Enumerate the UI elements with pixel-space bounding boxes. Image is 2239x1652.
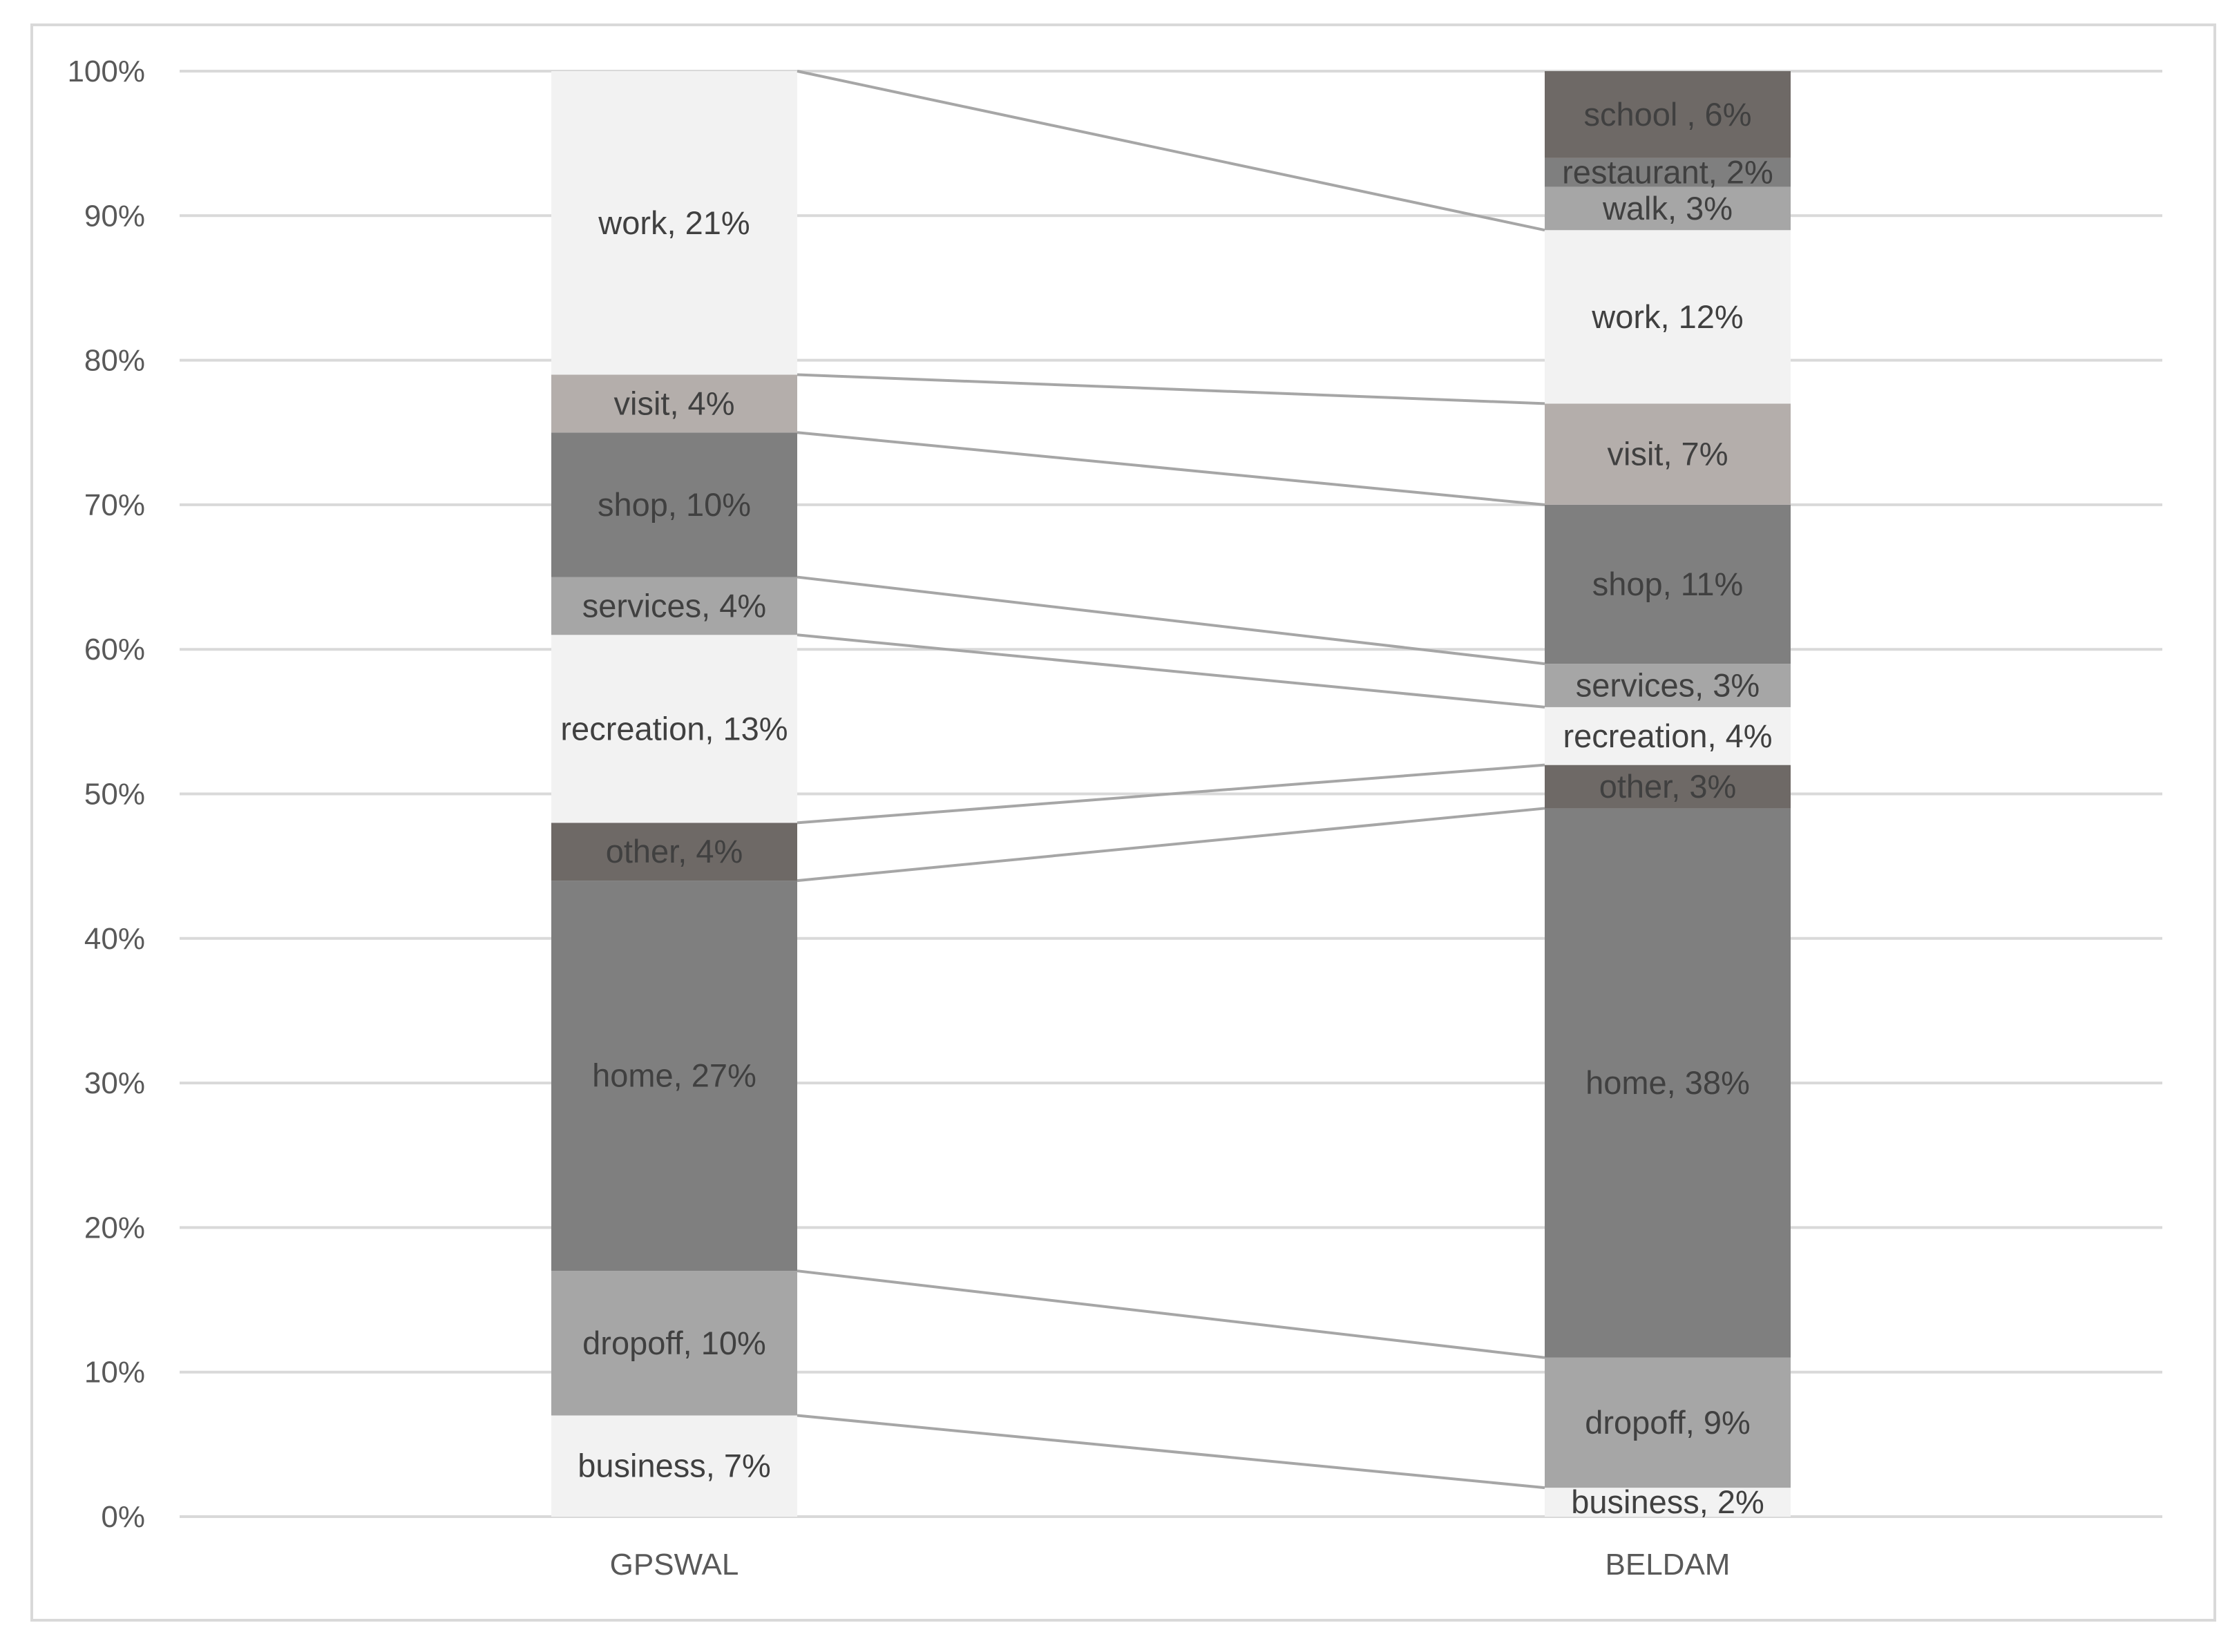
bar-segment-recreation	[551, 635, 797, 823]
segment-label-work: work, 12%	[1591, 298, 1743, 335]
y-tick-label: 20%	[84, 1211, 145, 1245]
y-tick-label: 90%	[84, 199, 145, 233]
segment-label-dropoff: dropoff, 10%	[582, 1325, 766, 1361]
y-tick-label: 70%	[84, 488, 145, 522]
chart-border	[30, 23, 2216, 1622]
y-tick-label: 80%	[84, 344, 145, 378]
y-tick-label: 40%	[84, 922, 145, 956]
bar-segment-home	[551, 881, 797, 1271]
bar-segment-dropoff	[1545, 1357, 1791, 1488]
x-category-label: BELDAM	[1606, 1548, 1731, 1582]
series-line	[797, 70, 1545, 232]
segment-label-services: services, 3%	[1576, 667, 1760, 704]
y-tick-label: 100%	[67, 55, 145, 88]
series-line	[797, 807, 1545, 883]
series-line	[797, 373, 1545, 405]
segment-label-services: services, 4%	[582, 587, 766, 624]
segment-label-home: home, 27%	[592, 1057, 756, 1094]
bar-segment-dropoff	[551, 1271, 797, 1416]
series-line	[797, 763, 1545, 825]
series-connector-lines	[797, 70, 1545, 1490]
bar-segment-walk	[1545, 186, 1791, 231]
segment-label-dropoff: dropoff, 9%	[1585, 1404, 1751, 1441]
bar-segment-visit	[551, 374, 797, 433]
bar-segment-services	[1545, 664, 1791, 707]
y-tick-label: 60%	[84, 633, 145, 666]
bar-segment-home	[1545, 808, 1791, 1358]
segment-label-walk: walk, 3%	[1602, 190, 1733, 227]
segment-label-business: business, 2%	[1571, 1483, 1764, 1520]
y-tick-label: 30%	[84, 1066, 145, 1100]
segment-label-work: work, 21%	[598, 204, 750, 241]
bar-segment-other	[551, 823, 797, 881]
segment-label-home: home, 38%	[1585, 1064, 1750, 1101]
bar-segment-shop	[1545, 504, 1791, 664]
segment-label-shop: shop, 11%	[1592, 566, 1744, 602]
segment-label-school: school , 6%	[1584, 96, 1752, 133]
y-axis-ticks: 0% 10% 20% 30% 40% 50% 60% 70% 80% 90% 100%	[67, 55, 145, 1534]
series-line	[797, 575, 1545, 666]
segment-label-visit: visit, 4%	[614, 385, 735, 421]
x-category-label: GPSWAL	[610, 1548, 739, 1582]
segment-label-other: other, 4%	[606, 833, 743, 870]
bar-segment-visit	[1545, 403, 1791, 505]
bar-segment-school	[1545, 71, 1791, 158]
series-line	[797, 633, 1545, 709]
bar-segment-work	[1545, 230, 1791, 404]
segment-label-other: other, 3%	[1599, 768, 1737, 805]
segment-label-recreation: recreation, 4%	[1563, 718, 1772, 754]
segment-label-shop: shop, 10%	[598, 486, 751, 523]
bar-segment-restaurant	[1545, 157, 1791, 187]
series-line	[797, 431, 1545, 506]
bar-segment-other	[1545, 765, 1791, 809]
bar-segment-business	[551, 1415, 797, 1517]
series-line	[797, 1414, 1545, 1490]
bar-segment-recreation	[1545, 707, 1791, 765]
bar-segment-business	[1545, 1488, 1791, 1517]
bar-segment-services	[551, 577, 797, 635]
segment-label-recreation: recreation, 13%	[560, 710, 788, 747]
y-tick-label: 50%	[84, 778, 145, 811]
y-tick-label: 10%	[84, 1356, 145, 1390]
x-axis-categories: GPSWAL BELDAM	[610, 1548, 1731, 1582]
segment-label-business: business, 7%	[578, 1448, 771, 1484]
segment-labels: business, 7% dropoff, 10% home, 27% other, …	[560, 96, 1773, 1520]
y-tick-label: 0%	[101, 1500, 145, 1534]
segment-label-visit: visit, 7%	[1608, 436, 1728, 472]
segment-label-restaurant: restaurant, 2%	[1562, 154, 1773, 191]
bar-segment-shop	[551, 432, 797, 577]
series-line	[797, 1269, 1545, 1359]
bar-segment-work	[551, 71, 797, 375]
bar-stacks	[551, 71, 1791, 1517]
